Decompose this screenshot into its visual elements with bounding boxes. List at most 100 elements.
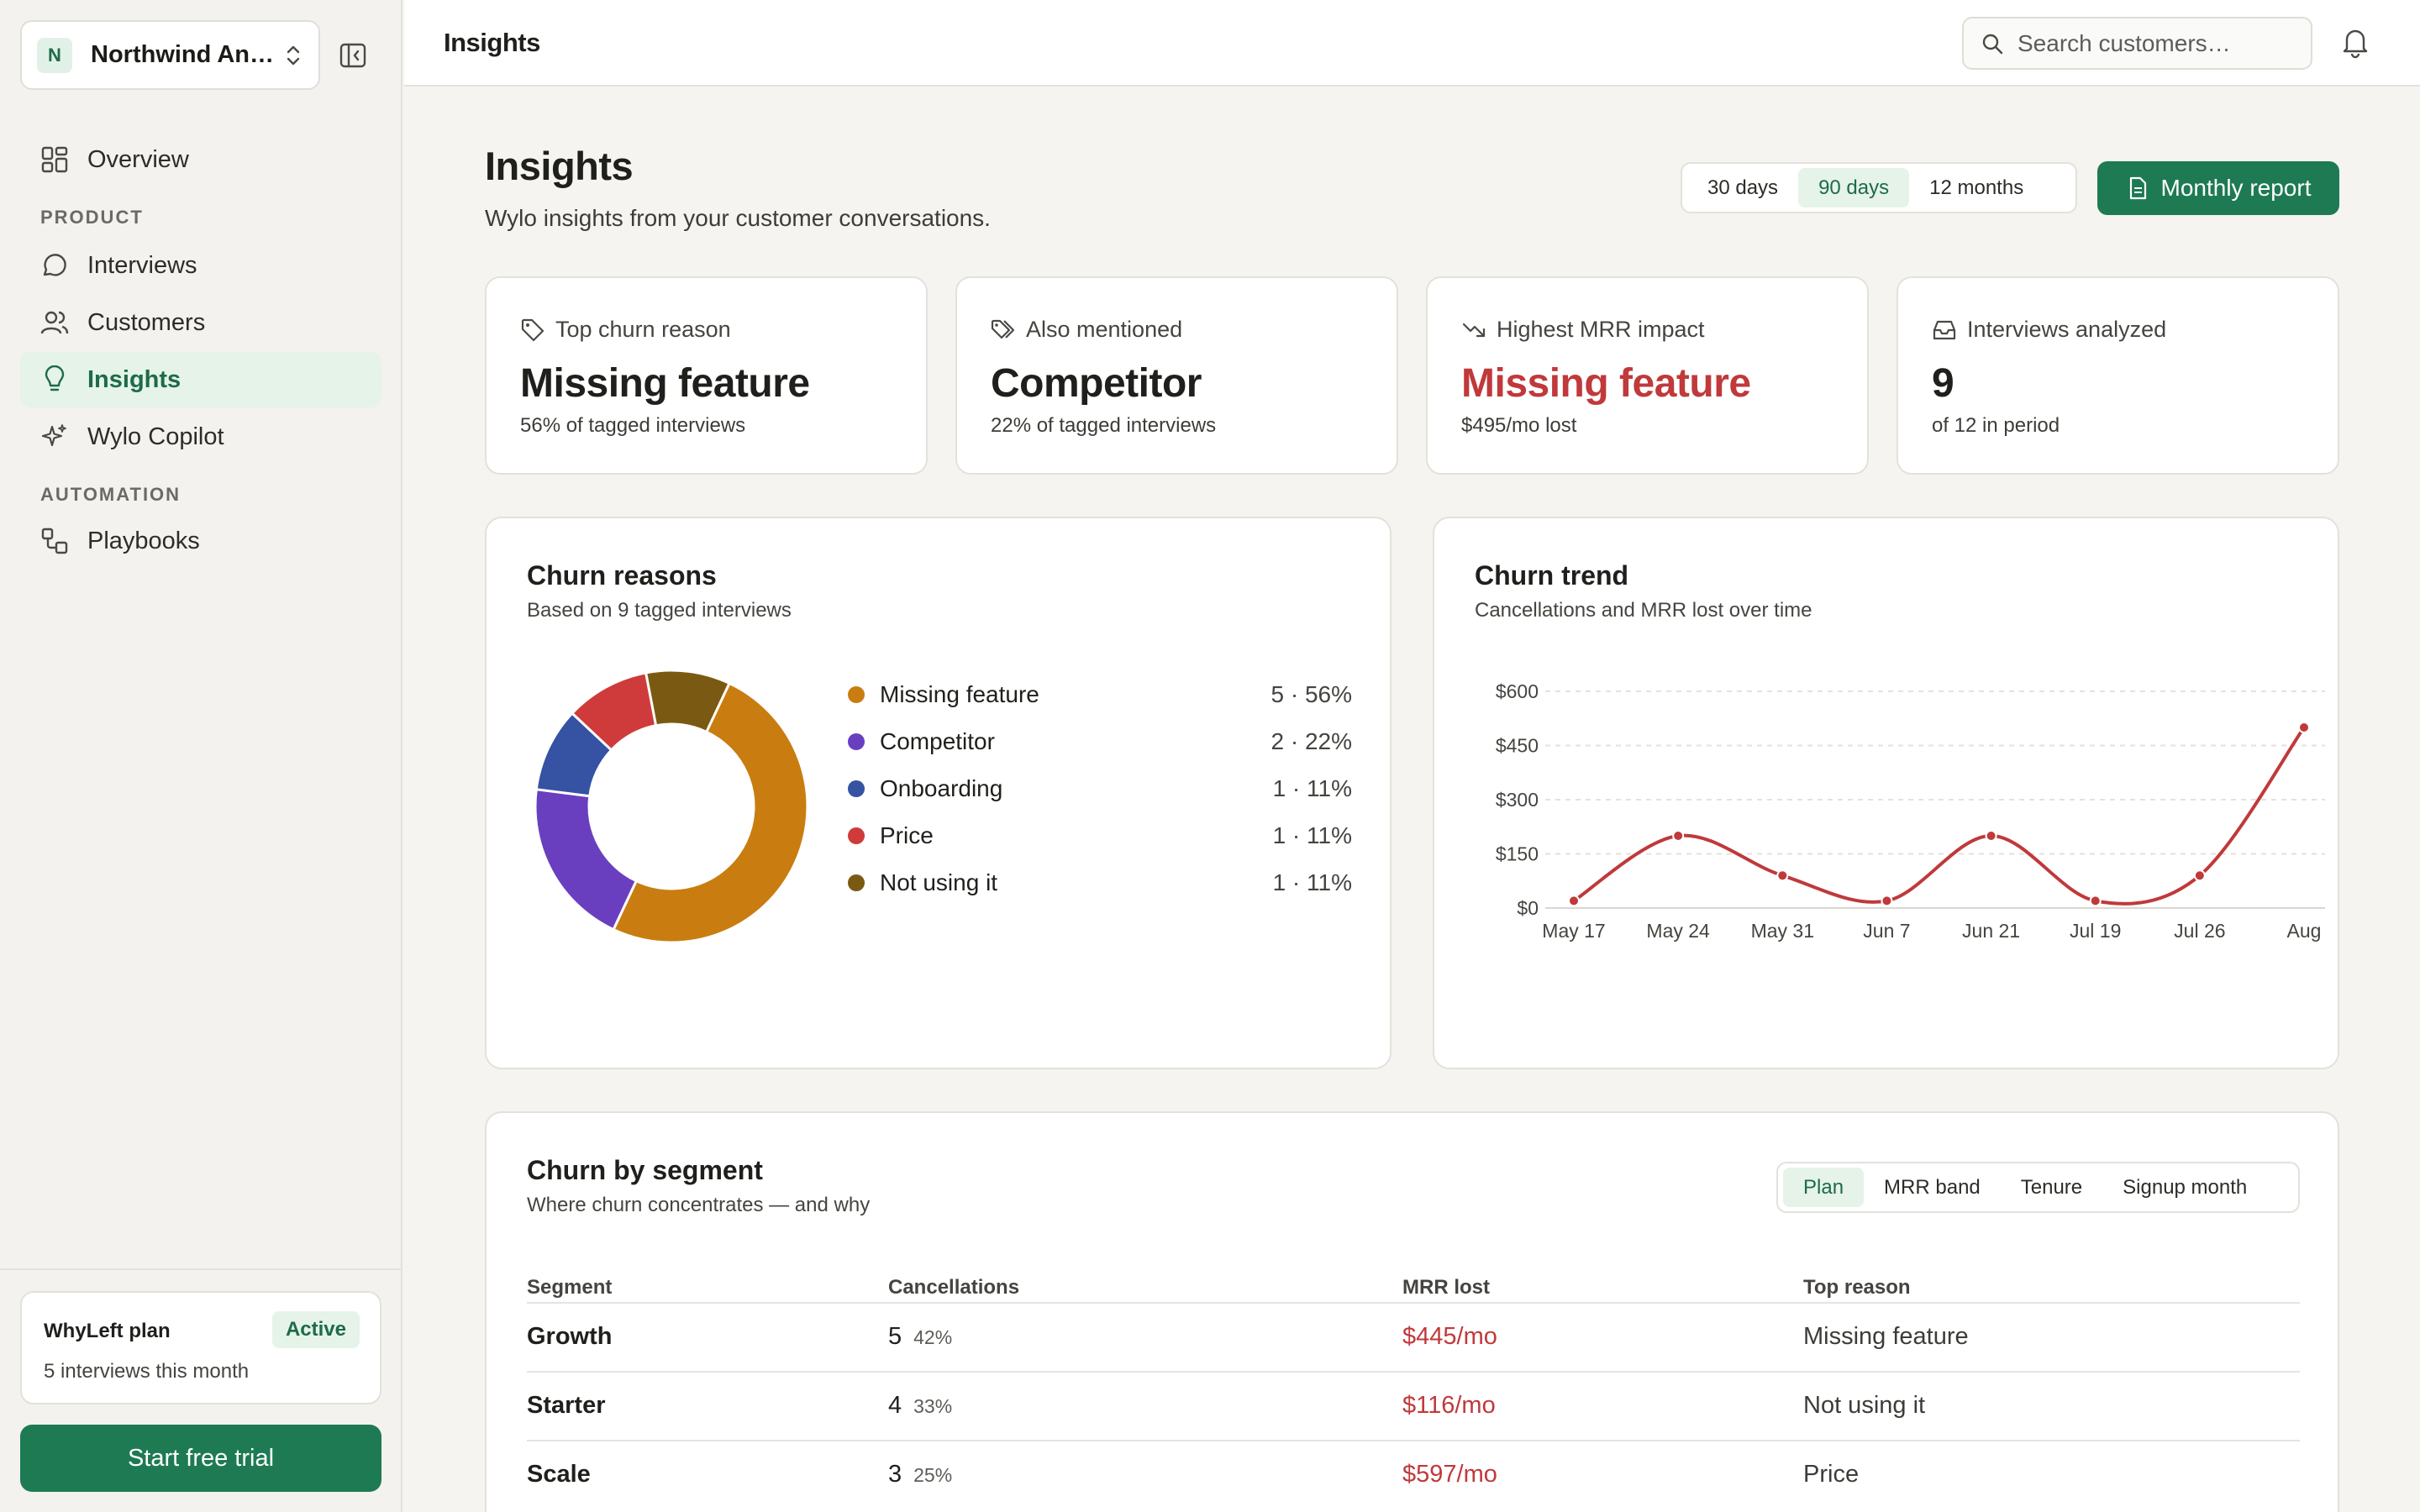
trend-point[interactable]: [2298, 722, 2310, 733]
donut-slice[interactable]: [612, 681, 809, 944]
page-subtitle: Wylo insights from your customer convers…: [485, 205, 991, 231]
legend-value: 1 · 11%: [1272, 822, 1352, 848]
y-tick-label: $150: [1496, 843, 1539, 865]
status-badge: Active: [271, 1311, 360, 1348]
trend-point[interactable]: [2089, 895, 2102, 907]
sidebar-item-overview[interactable]: Overview: [20, 132, 381, 187]
kpi-card-top-churn-reason: Top churn reason Missing feature 56% of …: [485, 276, 928, 475]
trending-down-icon: [1462, 323, 1486, 337]
kpi-label: Interviews analyzed: [1932, 317, 2166, 343]
cancellation-percent: 33%: [913, 1395, 953, 1417]
kpi-card-interviews-analyzed: Interviews analyzed 9 of 12 in period: [1897, 276, 2339, 475]
legend-dot: [848, 733, 865, 750]
x-tick-label: Jul 19: [2070, 920, 2121, 942]
y-tick-label: $600: [1496, 680, 1539, 702]
sidebar-item-label: Playbooks: [87, 527, 200, 554]
donut-slice[interactable]: [644, 669, 731, 734]
churn-trend-card: Churn trend Cancellations and MRR lost o…: [1433, 517, 2339, 1069]
legend-item: Missing feature 5 · 56%: [848, 678, 1352, 711]
cancellation-count: 3: [888, 1461, 902, 1488]
column-header-segment[interactable]: Segment: [527, 1276, 613, 1299]
trend-point[interactable]: [1672, 830, 1685, 842]
plan-usage: 5 interviews this month: [44, 1360, 250, 1383]
y-tick-label: $300: [1496, 789, 1539, 811]
sidebar-item-interviews[interactable]: Interviews: [20, 238, 381, 293]
sidebar-item-wylo-copilot[interactable]: Wylo Copilot: [20, 409, 381, 465]
sidebar-item-customers[interactable]: Customers: [20, 295, 381, 350]
grid-icon: [41, 146, 68, 173]
topbar-title: Insights: [444, 28, 540, 57]
x-tick-label: Jul 26: [2174, 920, 2225, 942]
table-cell-mrr-lost: $597/mo: [1402, 1461, 1497, 1488]
bell-icon[interactable]: [2338, 25, 2372, 59]
table-cell-cancellations: 3 25%: [888, 1461, 952, 1488]
tab-signup-month[interactable]: Signup month: [2123, 1175, 2248, 1199]
legend-dot: [848, 874, 865, 891]
tab-plan[interactable]: Plan: [1783, 1168, 1865, 1207]
trend-point[interactable]: [2193, 869, 2206, 882]
plan-card: WhyLeft plan Active 5 interviews this mo…: [20, 1291, 381, 1404]
churn-by-segment-card: Churn by segment Where churn concentrate…: [485, 1111, 2339, 1512]
search-input[interactable]: [2018, 29, 2286, 57]
legend-item: Price 1 · 11%: [848, 819, 1352, 853]
collapse-sidebar-button[interactable]: [336, 39, 370, 72]
chevron-up-down-icon: [287, 45, 300, 65]
churn-reasons-donut-chart: [534, 669, 809, 944]
kpi-sub: 56% of tagged interviews: [520, 414, 746, 437]
table-divider: [527, 1440, 2300, 1441]
kpi-value: 9: [1932, 361, 1954, 406]
range-30-days-button[interactable]: 30 days: [1707, 176, 1779, 199]
trend-point[interactable]: [1985, 830, 1997, 842]
tab-mrr-band[interactable]: MRR band: [1884, 1175, 1981, 1199]
legend-label: Price: [880, 822, 934, 848]
x-tick-label: Aug: [2287, 920, 2322, 942]
kpi-card-also-mentioned: Also mentioned Competitor 22% of tagged …: [955, 276, 1398, 475]
legend-label: Missing feature: [880, 681, 1039, 707]
legend-dot: [848, 780, 865, 797]
monthly-report-button[interactable]: Monthly report: [2097, 161, 2339, 215]
y-tick-label: $0: [1517, 897, 1539, 919]
table-cell-cancellations: 4 33%: [888, 1392, 952, 1420]
trend-point[interactable]: [1776, 869, 1789, 882]
column-header-mrr-lost[interactable]: MRR lost: [1402, 1276, 1490, 1299]
legend-item: Onboarding 1 · 11%: [848, 772, 1352, 806]
workflow-icon: [41, 528, 68, 554]
table-cell-mrr-lost: $116/mo: [1402, 1392, 1496, 1419]
card-subtitle: Where churn concentrates — and why: [527, 1194, 871, 1216]
legend-item: Competitor 2 · 22%: [848, 725, 1352, 759]
sidebar-item-insights[interactable]: Insights: [20, 352, 381, 407]
kpi-label-text: Also mentioned: [1026, 317, 1183, 342]
segment-tabs: Plan MRR band Tenure Signup month: [1776, 1162, 2300, 1213]
range-12-months-button[interactable]: 12 months: [1929, 176, 2024, 199]
search-box[interactable]: [1962, 17, 2312, 70]
x-tick-label: May 31: [1751, 920, 1814, 942]
tab-tenure[interactable]: Tenure: [2020, 1175, 2083, 1199]
start-free-trial-button[interactable]: Start free trial: [20, 1425, 381, 1492]
churn-trend-line-chart: $0 $150 $300 $450 $600 May 17 May 24 May 31 Jun …: [1496, 680, 2325, 942]
legend-item: Not using it 1 · 11%: [848, 866, 1352, 900]
table-divider: [527, 1302, 2300, 1304]
tag-icon: [521, 318, 544, 341]
sidebar-collapse-icon: [339, 43, 366, 68]
sidebar-item-label: Insights: [87, 365, 182, 393]
workspace-switcher[interactable]: N Northwind An…: [20, 20, 320, 90]
column-header-cancellations[interactable]: Cancellations: [888, 1276, 1020, 1299]
legend-value: 2 · 22%: [1270, 728, 1353, 754]
trend-point[interactable]: [1881, 895, 1893, 907]
table-cell-top-reason: Price: [1803, 1461, 1860, 1488]
trend-point[interactable]: [1568, 895, 1580, 907]
kpi-sub: 22% of tagged interviews: [991, 414, 1217, 437]
donut-slice[interactable]: [534, 788, 639, 932]
kpi-value: Missing feature: [1461, 361, 1751, 406]
legend-dot: [848, 686, 865, 703]
column-header-top-reason[interactable]: Top reason: [1803, 1276, 1911, 1299]
sidebar-item-playbooks[interactable]: Playbooks: [20, 513, 381, 569]
lightbulb-icon: [45, 365, 65, 391]
nav-section-product: PRODUCT: [40, 207, 144, 228]
kpi-value: Competitor: [991, 361, 1202, 406]
monthly-report-label: Monthly report: [2160, 175, 2312, 201]
table-cell-top-reason: Not using it: [1803, 1392, 1926, 1419]
cancellation-count: 4: [888, 1392, 902, 1419]
legend-value: 1 · 11%: [1272, 775, 1352, 801]
range-90-days-button[interactable]: 90 days: [1798, 168, 1910, 207]
